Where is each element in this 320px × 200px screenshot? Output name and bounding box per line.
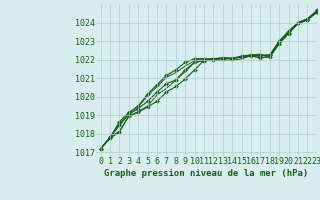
X-axis label: Graphe pression niveau de la mer (hPa): Graphe pression niveau de la mer (hPa): [104, 169, 308, 178]
